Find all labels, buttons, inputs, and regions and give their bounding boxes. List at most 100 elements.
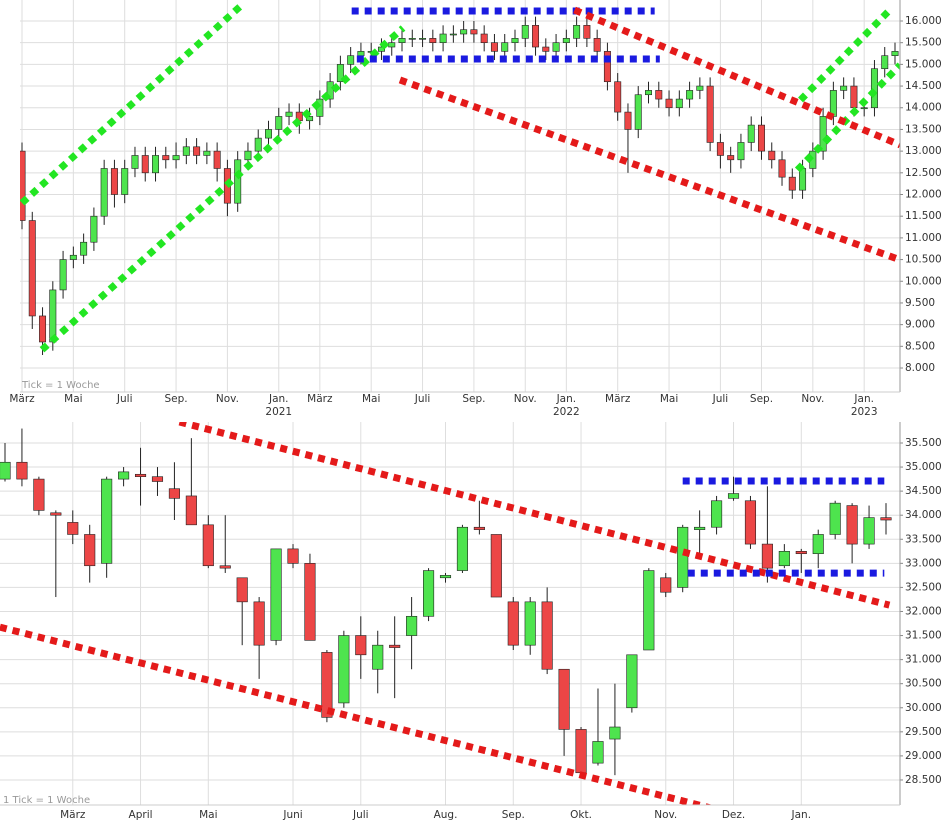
candle-body [423,570,435,617]
candle-body [203,150,211,156]
y-tick-label: 34.000 [905,509,941,521]
candle-body [511,38,519,43]
candle-body [193,146,201,156]
x-tick-label: März [9,393,35,405]
candle-body [891,51,899,56]
y-tick-label: 14.500 [905,80,941,92]
candle-body [80,241,88,256]
candle-body [168,488,180,499]
candle-body [575,729,587,774]
candle-body [67,522,79,535]
y-tick-label: 34.500 [905,485,941,497]
y-tick-label: 35.000 [905,461,941,473]
candle-body [270,548,282,641]
candle-body [819,116,827,152]
candle-body [110,168,118,195]
y-tick-label: 30.500 [905,678,941,690]
y-tick-label: 33.000 [905,557,941,569]
y-tick-label: 14.000 [905,102,941,114]
x-tick-label: Sep. [462,393,485,405]
candle-body [788,176,796,191]
candle-body [185,495,197,526]
trend-line [39,25,406,353]
y-tick-label: 15.500 [905,37,941,49]
candle-body [592,741,604,764]
candle-body [377,46,385,52]
candle-body [737,142,745,161]
x-tick-label: Juli [116,393,133,405]
candle-body [490,534,502,598]
candle-body [234,159,242,204]
candle-body [829,90,837,117]
candle-body [694,526,706,530]
candle-body [84,534,96,567]
candle-body [182,146,190,156]
x-tick-label: März [307,393,333,405]
y-tick-label: 10.500 [905,254,941,266]
candle-body [727,493,740,499]
candle-body [655,90,663,100]
x-tick-label: Dez. [722,809,745,821]
candle-body [614,81,622,113]
candle-body [338,635,350,704]
candle-body [524,601,536,646]
candle-body [33,478,45,511]
candle-body [121,168,129,195]
candle-body [778,159,786,178]
annotation: 1 Tick = 1 Woche [3,795,90,806]
candle-body [456,526,468,571]
candle-body [603,51,611,83]
x-tick-label: Jan. [791,809,812,821]
candle-body [50,512,62,516]
y-tick-label: 9.000 [905,319,935,331]
candle-body [829,502,841,535]
candle-body [449,33,457,36]
y-tick-label: 29.500 [905,726,941,738]
candle-body [507,601,519,646]
y-tick-label: 16.000 [905,15,941,27]
candle-body [473,526,485,530]
trend-line [573,6,900,149]
candle-body [275,116,283,130]
candle-body [881,55,889,70]
x-tick-label: Mai [660,393,678,405]
x-tick-label: Mai [199,809,217,821]
x-tick-label: Sep. [750,393,773,405]
candle-body [398,38,406,43]
candle-body [118,471,130,480]
candle-body [357,51,365,56]
candle-body [141,155,149,174]
candle-body [706,85,714,143]
candle-body [28,220,36,317]
x-tick-label: Juli [352,809,369,821]
candle-body [0,461,11,480]
candle-body [686,90,694,100]
trend-line [178,422,891,609]
plot-background [0,422,900,805]
candle-body [372,644,384,670]
candle-body [408,38,416,40]
candle-body [660,577,672,593]
candle-body [321,652,333,718]
plot-area [20,0,900,392]
candle-body [439,575,452,579]
candle-body [213,150,221,169]
candle-body [285,111,293,117]
y-tick-label: 8.500 [905,340,935,352]
x-tick-label: März [605,393,631,405]
candle-body [609,726,621,740]
x-tick-label: Juli [414,393,431,405]
candle-body [90,215,98,243]
candle-body [665,98,673,109]
candle-body [406,615,418,636]
x-tick-label: Jan. [268,393,289,405]
candle-body [336,64,344,83]
x-tick-label: Sep. [502,809,525,821]
candle-body [711,500,723,528]
y-tick-label: 12.000 [905,189,941,201]
y-tick-label: 13.500 [905,123,941,135]
y-tick-label: 30.000 [905,702,941,714]
candle-body [573,25,581,39]
candle-body [675,98,683,109]
